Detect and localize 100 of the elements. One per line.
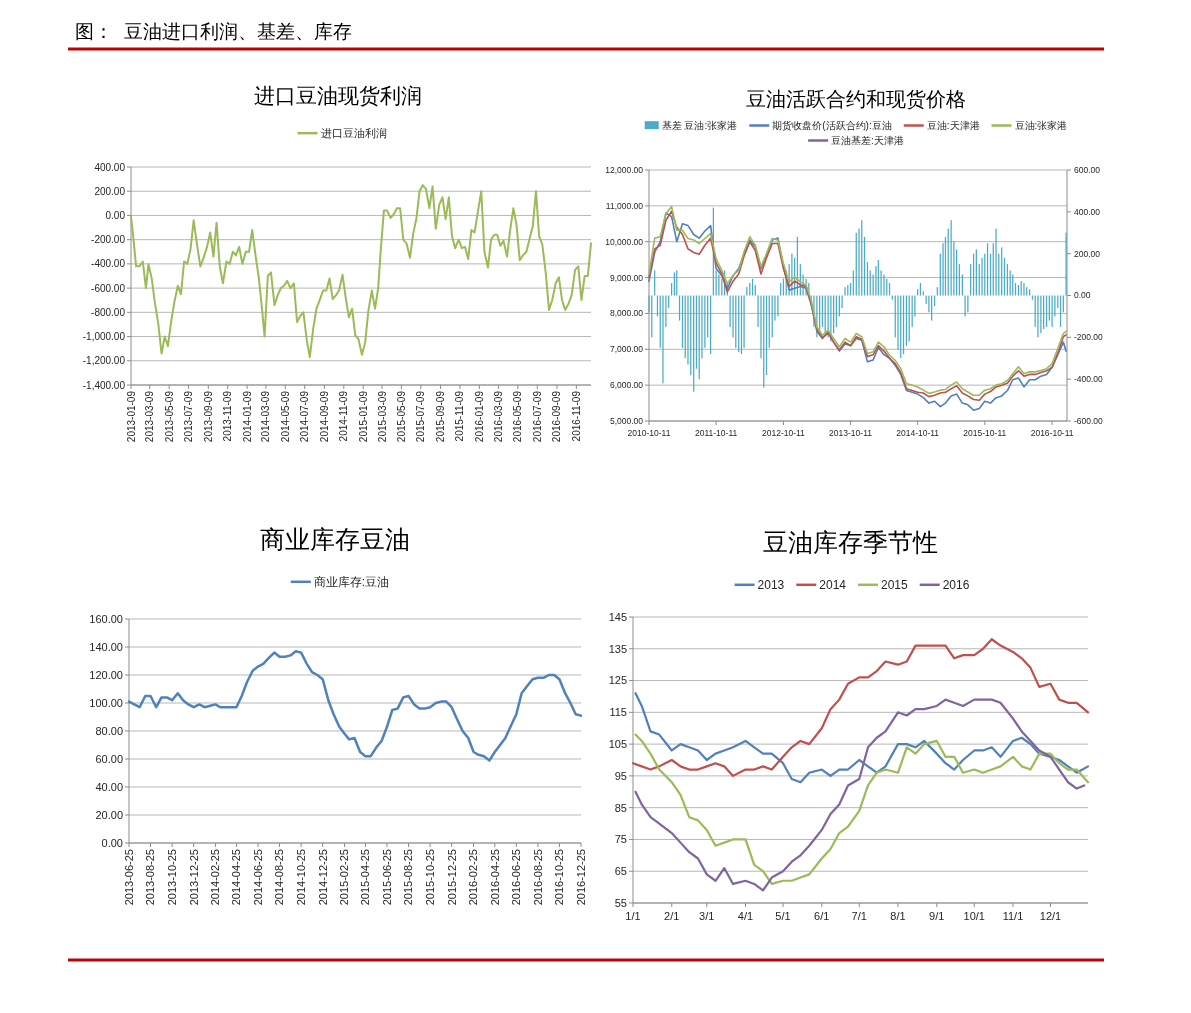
y2-tick-label: 0.00 [1074, 290, 1091, 301]
y-tick-label: 400.00 [94, 161, 126, 173]
y2-tick-label: -600.00 [1074, 415, 1104, 426]
x-tick-label: 2013-03-09 [144, 390, 156, 443]
legend-label: 豆油基差:天津港 [831, 135, 904, 146]
legend-label: 期货收盘价(活跃合约):豆油 [772, 120, 892, 131]
chart-title: 进口豆油现货利润 [254, 84, 422, 107]
x-tick-label: 2016-01-09 [473, 390, 485, 443]
y-tick-label: 145 [608, 610, 627, 623]
y-tick-label: 60.00 [95, 752, 123, 765]
x-tick-label: 11/1 [1002, 910, 1024, 922]
x-tick-label: 2014-10-25 [294, 849, 307, 906]
x-tick-label: 2014-03-09 [260, 390, 272, 443]
x-tick-label: 2016-04-25 [488, 849, 501, 906]
x-tick-label: 2014-07-09 [299, 390, 311, 443]
x-tick-label: 2015-08-25 [402, 849, 415, 906]
y-tick-label: 125 [608, 674, 627, 687]
y-tick-label: 80.00 [95, 724, 123, 737]
x-tick-label: 2016-10-11 [1030, 427, 1074, 438]
y-tick-label: 0.00 [101, 836, 123, 849]
x-tick-label: 2/1 [664, 910, 680, 922]
x-tick-label: 2014-04-25 [230, 849, 243, 906]
y2-tick-label: -200.00 [1074, 332, 1104, 343]
y-tick-label: 6,000.00 [609, 380, 644, 391]
y2-tick-label: 600.00 [1074, 164, 1101, 175]
y-tick-label: 0.00 [105, 209, 126, 221]
x-tick-label: 2016-09-09 [551, 390, 563, 443]
x-tick-label: 2014-08-25 [273, 849, 286, 906]
x-tick-label: 2016-05-09 [512, 390, 524, 443]
y-tick-label: -600.00 [91, 282, 126, 294]
x-tick-label: 2013-07-09 [183, 390, 195, 443]
y2-tick-label: -400.00 [1074, 374, 1104, 385]
text: 图： 豆油进口利润、基差、库存 [75, 21, 352, 42]
y-tick-label: 7,000.00 [609, 344, 644, 355]
y-tick-label: 5,000.00 [609, 415, 644, 426]
x-tick-label: 2015-04-25 [359, 849, 372, 906]
x-tick-label: 2012-10-11 [762, 427, 806, 438]
y2-tick-label: 200.00 [1074, 248, 1101, 259]
legend-label: 商业库存:豆油 [313, 575, 390, 589]
x-tick-label: 2016-11-09 [570, 390, 582, 442]
y-tick-label: -200.00 [91, 234, 126, 246]
x-tick-label: 2013-10-25 [165, 849, 178, 906]
y-tick-label: 95 [614, 769, 627, 782]
x-tick-label: 9/1 [929, 910, 945, 922]
y-tick-label: -400.00 [91, 258, 126, 270]
x-tick-label: 2016-02-25 [467, 849, 480, 906]
x-tick-label: 2014-02-25 [209, 849, 222, 906]
x-tick-label: 10/1 [963, 910, 985, 922]
y-tick-label: 65 [614, 865, 627, 878]
x-tick-label: 2013-10-11 [829, 427, 873, 438]
y-tick-label: 85 [614, 801, 627, 814]
x-tick-label: 5/1 [775, 910, 791, 922]
y-tick-label: 8,000.00 [609, 308, 644, 319]
y-tick-label: 40.00 [95, 780, 123, 793]
x-tick-label: 2015-10-25 [423, 849, 436, 906]
y-tick-label: 12,000.00 [605, 164, 644, 175]
chart-title: 豆油库存季节性 [762, 528, 938, 556]
x-tick-label: 2015-02-25 [338, 849, 351, 906]
x-tick-label: 2014-01-09 [241, 390, 253, 443]
x-tick-label: 2016-08-25 [531, 849, 544, 906]
x-tick-label: 2015-11-09 [454, 390, 466, 442]
x-tick-label: 2013-11-09 [222, 390, 234, 442]
y-tick-label: 140.00 [89, 640, 123, 653]
y2-tick-label: 400.00 [1074, 206, 1101, 217]
x-tick-label: 2015-05-09 [395, 390, 407, 443]
x-tick-label: 2013-09-09 [202, 390, 214, 443]
x-tick-label: 2015-06-25 [380, 849, 393, 906]
chart-title: 豆油活跃合约和现货价格 [746, 88, 966, 110]
y-tick-label: 200.00 [94, 185, 126, 197]
y-tick-label: 120.00 [89, 668, 123, 681]
x-tick-label: 2015-03-09 [376, 390, 388, 443]
x-tick-label: 2016-03-09 [492, 390, 504, 443]
x-tick-label: 2013-12-25 [187, 849, 200, 906]
x-tick-label: 2013-05-09 [163, 390, 175, 443]
legend-label: 基差 豆油:张家港 [661, 120, 738, 131]
x-tick-label: 2014-09-09 [318, 390, 330, 443]
x-tick-label: 2014-11-09 [338, 390, 350, 442]
x-tick-label: 4/1 [737, 910, 754, 922]
y-tick-label: -800.00 [91, 306, 126, 318]
y-tick-label: 115 [609, 706, 627, 719]
y-tick-label: 160.00 [89, 612, 123, 625]
x-tick-label: 1/1 [625, 910, 641, 922]
x-tick-label: 2016-07-09 [531, 390, 543, 443]
legend-label: 2014 [819, 578, 847, 592]
x-tick-label: 2015-10-11 [963, 427, 1007, 438]
x-tick-label: 2014-06-25 [251, 849, 264, 906]
y-tick-label: 75 [614, 833, 627, 846]
x-tick-label: 2010-10-11 [627, 427, 671, 438]
x-tick-label: 12/1 [1039, 910, 1062, 922]
legend-label: 2015 [881, 578, 909, 592]
y-tick-label: -1,200.00 [82, 355, 126, 367]
x-tick-label: 2014-05-09 [279, 390, 291, 443]
legend-label: 进口豆油利润 [320, 127, 387, 139]
x-tick-label: 7/1 [851, 910, 867, 922]
x-tick-label: 2013-01-09 [125, 390, 137, 443]
y-tick-label: -1,000.00 [82, 331, 126, 343]
x-tick-label: 2015-01-09 [357, 390, 369, 443]
x-tick-label: 8/1 [890, 910, 906, 922]
x-tick-label: 2016-06-25 [510, 849, 523, 906]
x-tick-label: 2015-07-09 [415, 390, 427, 443]
